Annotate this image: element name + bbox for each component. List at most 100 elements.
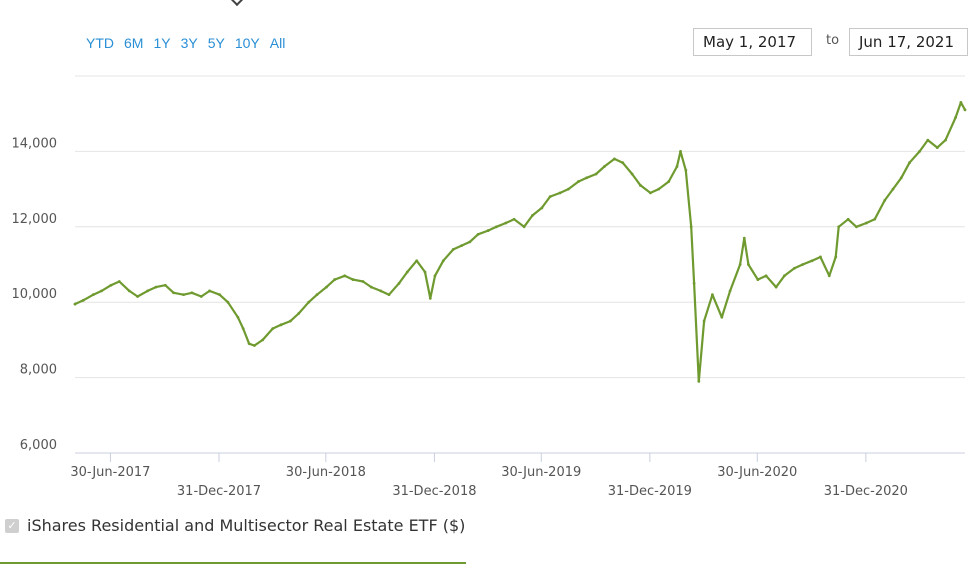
data-point [827, 274, 831, 278]
grid [75, 75, 965, 454]
y-axis: 6,000 8,000 10,000 12,000 14,000 [12, 136, 58, 453]
data-point [810, 259, 814, 263]
data-point [959, 100, 963, 104]
data-point [91, 293, 95, 297]
data-point [702, 319, 706, 323]
data-point [433, 274, 437, 278]
x-tick-label: 31-Dec-2020 [824, 484, 908, 499]
data-point [908, 161, 911, 165]
date-to-input[interactable]: Jun 17, 2021 [849, 28, 968, 56]
data-point [935, 146, 939, 150]
data-point [764, 274, 768, 278]
y-tick-label: 14,000 [12, 136, 58, 151]
data-point [415, 259, 419, 263]
data-point [460, 244, 463, 248]
data-point [577, 180, 580, 183]
data-point [566, 187, 570, 191]
data-point [657, 187, 661, 191]
data-point [512, 217, 516, 221]
data-point [109, 283, 113, 287]
data-point [451, 248, 455, 251]
data-point [361, 280, 365, 283]
range-button-3y[interactable]: 3Y [180, 35, 198, 51]
data-point [954, 116, 957, 119]
data-point [855, 225, 858, 229]
data-point [289, 319, 292, 323]
data-point [891, 187, 895, 191]
x-tick-label: 30-Jun-2019 [501, 465, 581, 480]
data-point [540, 206, 544, 210]
data-point [548, 195, 552, 199]
data-point [163, 283, 167, 287]
data-point [602, 165, 606, 168]
data-point [819, 255, 822, 259]
data-point [226, 300, 230, 304]
data-point [783, 274, 786, 278]
data-point [504, 221, 508, 225]
date-from-input[interactable]: May 1, 2017 [693, 28, 812, 56]
date-range-separator: to [826, 33, 840, 48]
data-point [918, 150, 921, 153]
data-point [899, 176, 903, 180]
range-button-5y[interactable]: 5Y [207, 35, 225, 51]
y-tick-label: 12,000 [12, 212, 58, 227]
data-point [441, 259, 445, 263]
data-point [379, 289, 383, 293]
data-point [468, 240, 472, 244]
x-tick-label: 30-Jun-2020 [717, 465, 797, 480]
range-button-10y[interactable]: 10Y [234, 35, 260, 51]
legend-label[interactable]: iShares Residential and Multisector Real… [27, 516, 466, 535]
data-point [428, 297, 432, 300]
data-point [476, 232, 480, 236]
data-point [585, 176, 589, 180]
range-button-all[interactable]: All [269, 35, 286, 51]
data-point [594, 172, 598, 176]
data-point [697, 379, 701, 383]
data-point [325, 285, 328, 289]
range-button-6m[interactable]: 6M [124, 35, 144, 51]
data-point [271, 327, 275, 330]
x-axis: 30-Jun-2017 31-Dec-2017 30-Jun-2018 31-Dec-… [70, 453, 908, 499]
range-button-1y[interactable]: 1Y [153, 35, 171, 51]
data-point [530, 214, 534, 217]
data-point [756, 278, 760, 281]
data-point [883, 199, 887, 202]
data-point [649, 191, 652, 195]
data-point [146, 289, 149, 293]
data-point [253, 344, 256, 347]
data-point [343, 274, 347, 278]
data-point [944, 138, 947, 142]
y-tick-label: 8,000 [20, 363, 57, 378]
data-point [279, 323, 283, 327]
data-point [241, 327, 245, 330]
chevron-down-icon [229, 0, 245, 7]
data-point [679, 150, 682, 153]
data-point [117, 280, 121, 283]
range-button-ytd[interactable]: YTD [86, 35, 114, 51]
data-point [692, 281, 696, 285]
data-point [630, 172, 634, 176]
data-point [684, 168, 688, 172]
data-point [182, 293, 185, 297]
data-point [333, 278, 337, 281]
x-tick-label: 31-Dec-2018 [392, 484, 476, 499]
data-point [297, 312, 301, 315]
data-point [774, 285, 778, 289]
data-point [963, 108, 967, 112]
data-point [387, 293, 391, 297]
data-point [865, 221, 868, 225]
data-point [793, 266, 796, 270]
data-point [494, 225, 498, 229]
y-tick-label: 6,000 [20, 438, 57, 453]
data-point [236, 315, 240, 319]
legend-underline [0, 562, 466, 564]
y-tick-label: 10,000 [12, 287, 58, 302]
data-point [199, 295, 203, 298]
legend-checkbox[interactable]: ✓ [5, 519, 19, 533]
data-point [801, 263, 805, 266]
data-point [742, 236, 746, 240]
data-point [73, 302, 77, 306]
data-point [172, 291, 175, 295]
data-point [621, 161, 625, 165]
data-point [307, 300, 311, 304]
